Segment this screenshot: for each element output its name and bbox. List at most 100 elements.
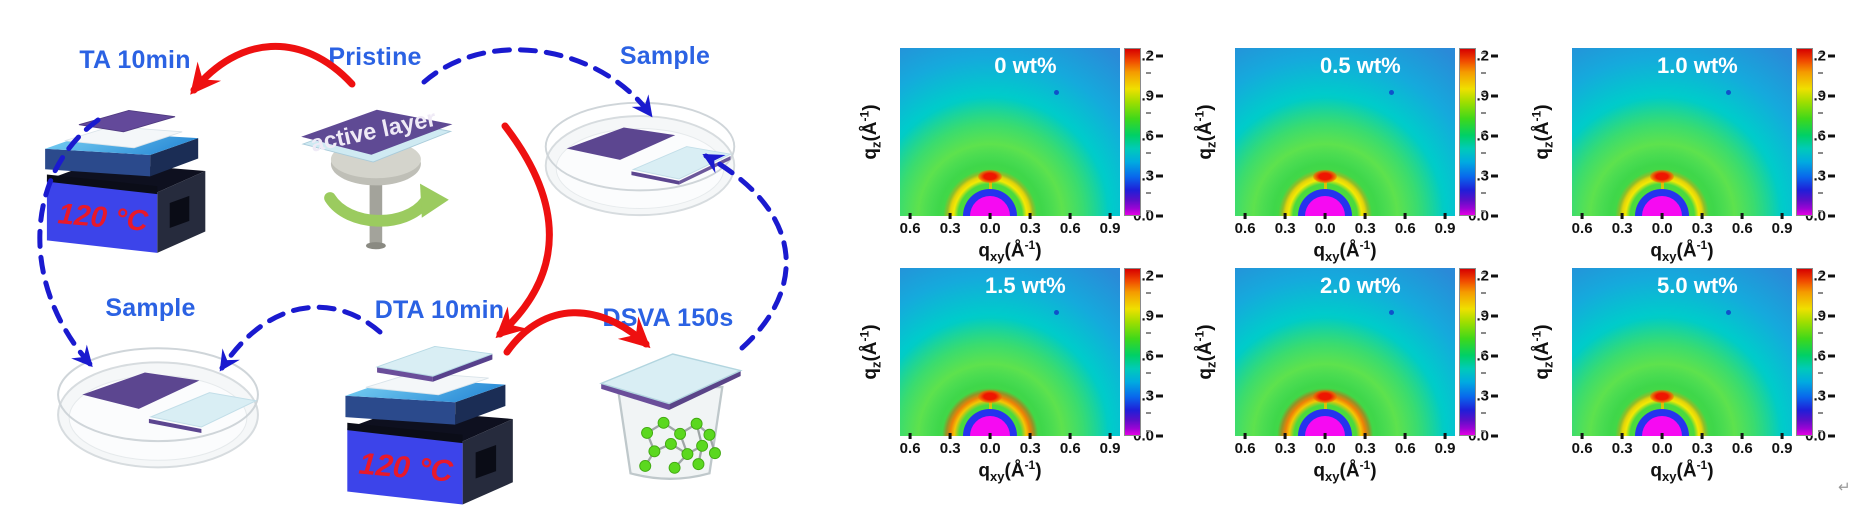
- return-mark: ↵: [1838, 479, 1851, 496]
- sample-bottom-label: Sample: [105, 294, 196, 322]
- tick-label: 0.6: [1059, 433, 1081, 457]
- specular-peak-spot: [1650, 390, 1675, 403]
- x-axis-label: qxy(Å-1): [1650, 238, 1714, 265]
- solvent-vapor-beaker-illustration: [599, 353, 743, 480]
- y-axis-label: qz(Å-1): [1192, 104, 1220, 160]
- tick-label: 0.6: [899, 213, 921, 237]
- tick-label: 0.3: [1691, 433, 1713, 457]
- tick-label: 0.9: [1434, 433, 1456, 457]
- tick-label: 0.6: [1059, 213, 1081, 237]
- x-axis-label: qxy(Å-1): [1313, 458, 1377, 485]
- colorbar-ticks: [1146, 48, 1158, 216]
- tick-label: 0.9: [1099, 213, 1121, 237]
- solvent-molecules: [639, 416, 721, 474]
- tick-label: 0.3: [939, 433, 961, 457]
- tick-label: 0.6: [1571, 213, 1593, 237]
- dsva-step-label: DSVA 150s: [602, 304, 734, 332]
- giwaxs-panel-10wt: qz(Å-1) 1.2 0.9 0.6 0.3 0.0 1.0 wt% 0.6 0.3 0.…: [1529, 28, 1835, 268]
- tick-label: 0.9: [1099, 433, 1121, 457]
- intensity-colorbar: [1459, 48, 1476, 216]
- specular-peak-spot: [1313, 390, 1338, 403]
- tick-label: 0.6: [1571, 433, 1593, 457]
- intensity-colorbar: [1124, 48, 1141, 216]
- colorbar-ticks: [1818, 48, 1830, 216]
- giwaxs-2d-pattern: 1.5 wt%: [900, 268, 1120, 436]
- colorbar-ticks: [1146, 268, 1158, 436]
- beamstop: [1305, 416, 1346, 436]
- x-axis-ticks: 0.6 0.3 0.0 0.3 0.6 0.9: [899, 433, 1121, 458]
- giwaxs-2d-pattern: 0 wt%: [900, 48, 1120, 216]
- beamstop: [1642, 416, 1683, 436]
- tick-label: 0.0: [1651, 213, 1673, 237]
- intensity-colorbar: [1124, 268, 1141, 436]
- tick-label: 0.0: [1314, 433, 1336, 457]
- tick-label: 0.3: [1274, 213, 1296, 237]
- tick-label: 0.6: [1394, 213, 1416, 237]
- specular-peak-spot: [978, 390, 1003, 403]
- tick-label: 0.6: [1731, 433, 1753, 457]
- film-lid: [599, 353, 743, 405]
- x-axis-ticks: 0.6 0.3 0.0 0.3 0.6 0.9: [1235, 213, 1456, 238]
- tick-label: 0.3: [1691, 213, 1713, 237]
- tick-label: 0.9: [1434, 213, 1456, 237]
- tick-label: 0.0: [979, 433, 1001, 457]
- tick-label: 0.0: [979, 213, 1001, 237]
- dta-hotplate-illustration: 120 °C: [345, 345, 513, 505]
- specular-peak-spot: [1313, 170, 1338, 183]
- giwaxs-panel-05wt: qz(Å-1) 1.2 0.9 0.6 0.3 0.0 0.5 wt% 0.6 0.3 0.…: [1192, 28, 1498, 268]
- giwaxs-2d-pattern: 0.5 wt%: [1235, 48, 1455, 216]
- panel-wtpercent-label: 1.0 wt%: [1657, 53, 1738, 78]
- rotation-arrow: [324, 192, 432, 227]
- glass-substrate: [375, 345, 493, 377]
- y-axis-label: qz(Å-1): [857, 324, 885, 380]
- purple-film: [566, 127, 676, 160]
- purple-film: [82, 372, 200, 409]
- colorbar-ticks: [1818, 268, 1830, 436]
- tick-label: 0.0: [1314, 213, 1336, 237]
- petri-dish-top-illustration: [544, 101, 736, 217]
- tick-label: 0.3: [1019, 213, 1041, 237]
- y-axis-label: qz(Å-1): [1192, 324, 1220, 380]
- beamstop: [970, 196, 1011, 216]
- tick-label: 0.3: [1354, 433, 1376, 457]
- y-axis-label: qz(Å-1): [1529, 104, 1557, 160]
- sample-top-label: Sample: [619, 42, 711, 70]
- panel-wtpercent-label: 0.5 wt%: [1320, 53, 1401, 78]
- intensity-colorbar: [1796, 48, 1813, 216]
- giwaxs-panel-15wt: qz(Å-1) 1.2 0.9 0.6 0.3 0.0 1.5 wt% 0.6 0.3 0.…: [857, 248, 1163, 488]
- giwaxs-2d-pattern: 1.0 wt%: [1572, 48, 1792, 216]
- panel-wtpercent-label: 2.0 wt%: [1320, 273, 1401, 298]
- panel-wtpercent-label: 5.0 wt%: [1657, 273, 1738, 298]
- x-axis-label: qxy(Å-1): [978, 238, 1042, 265]
- x-axis-label: qxy(Å-1): [1313, 238, 1377, 265]
- intensity-colorbar: [1459, 268, 1476, 436]
- beamstop: [970, 416, 1011, 436]
- tick-label: 0.6: [899, 433, 921, 457]
- tick-label: 0.6: [1234, 433, 1256, 457]
- petri-dish-bottom-illustration: [57, 347, 259, 469]
- spin-coater-stem: [369, 175, 383, 246]
- pristine-step-label: Pristine: [328, 43, 422, 71]
- x-axis-label: qxy(Å-1): [978, 458, 1042, 485]
- y-axis-label: qz(Å-1): [1529, 324, 1557, 380]
- y-axis-label: qz(Å-1): [857, 104, 885, 160]
- ta-hotplate-illustration: 120 °C: [45, 110, 206, 253]
- tick-label: 0.0: [1651, 433, 1673, 457]
- x-axis-ticks: 0.6 0.3 0.0 0.3 0.6 0.9: [1234, 433, 1456, 458]
- tick-label: 0.3: [939, 213, 961, 237]
- tick-label: 0.3: [1611, 433, 1633, 457]
- giwaxs-2d-pattern: 5.0 wt%: [1572, 268, 1792, 436]
- x-axis-ticks: 0.6 0.3 0.0 0.3 0.6 0.9: [1571, 433, 1793, 458]
- x-axis-ticks: 0.6 0.3 0.0 0.3 0.6 0.9: [899, 213, 1121, 238]
- beamstop: [1642, 196, 1683, 216]
- panel-wtpercent-label: 0 wt%: [994, 53, 1057, 78]
- giwaxs-2d-pattern: 2.0 wt%: [1235, 268, 1455, 436]
- tick-label: 0.6: [1394, 433, 1416, 457]
- tick-label: 0.3: [1019, 433, 1041, 457]
- giwaxs-panel-20wt: qz(Å-1) 1.2 0.9 0.6 0.3 0.0 2.0 wt% 0.6 0.3 0.…: [1192, 248, 1498, 488]
- giwaxs-grid: qz(Å-1) 1.2 0.9 0.6 0.3 0.0 0 wt% 0.6 0.3 0.0 0…: [857, 0, 1870, 510]
- tick-label: 0.3: [1274, 433, 1296, 457]
- giwaxs-panel-0wt: qz(Å-1) 1.2 0.9 0.6 0.3 0.0 0 wt% 0.6 0.3 0.0 0…: [857, 28, 1163, 268]
- rotation-arrowhead-icon: [420, 183, 449, 218]
- beamstop: [1305, 196, 1346, 216]
